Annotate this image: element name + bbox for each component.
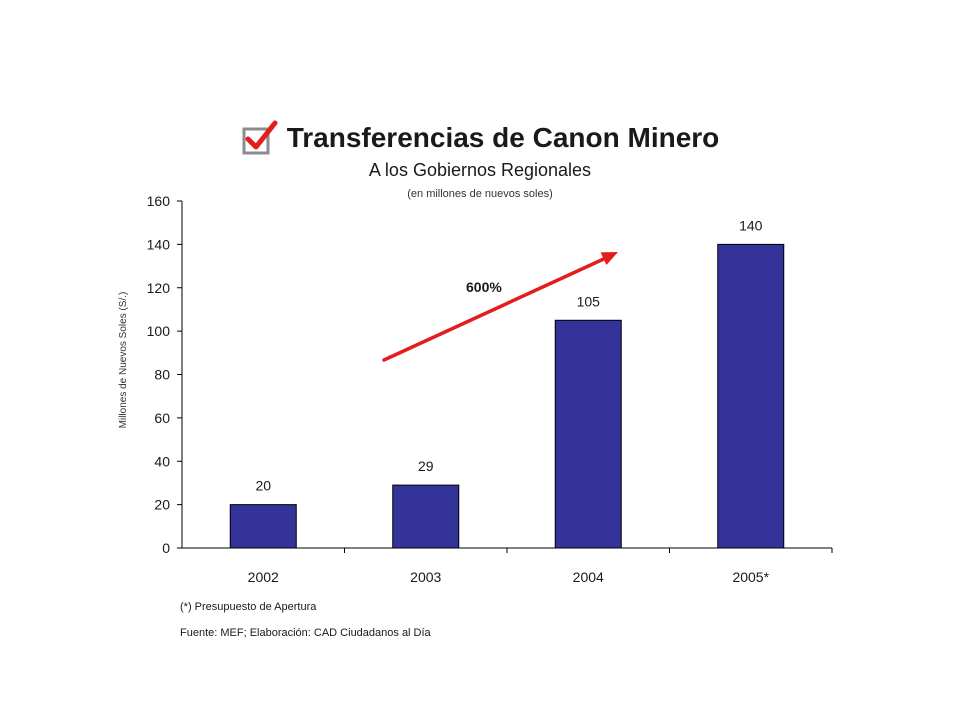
title-row: Transferencias de Canon Minero xyxy=(0,120,960,156)
bar xyxy=(554,319,622,549)
y-tick-label: 160 xyxy=(147,193,171,209)
bar xyxy=(229,504,297,549)
x-tick-label: 2002 xyxy=(248,569,279,585)
data-label: 140 xyxy=(739,217,763,233)
y-tick-label: 0 xyxy=(162,540,170,556)
y-tick-label: 140 xyxy=(147,236,171,252)
growth-arrow-line xyxy=(382,255,610,362)
data-label: 20 xyxy=(255,478,271,494)
bar xyxy=(392,484,460,549)
y-tick-label: 60 xyxy=(154,410,170,426)
source-note: Fuente: MEF; Elaboración: CAD Ciudadanos… xyxy=(180,627,431,639)
y-axis-label: Millones de Nuevos Soles (S/.) xyxy=(118,292,129,429)
x-tick-label: 2003 xyxy=(410,569,441,585)
units-note: (en millones de nuevos soles) xyxy=(407,188,553,200)
footnote: (*) Presupuesto de Apertura xyxy=(180,601,317,613)
y-tick-label: 100 xyxy=(147,323,171,339)
arrow-head-icon xyxy=(600,252,618,266)
data-label: 29 xyxy=(418,458,434,474)
chart-subtitle: A los Gobiernos Regionales xyxy=(368,160,592,180)
bar xyxy=(717,243,785,549)
y-tick-label: 120 xyxy=(147,280,171,296)
x-tick-label: 2005* xyxy=(732,569,769,585)
chart-title: Transferencias de Canon Minero xyxy=(286,122,720,153)
data-label: 105 xyxy=(577,293,601,309)
x-tick-label: 2004 xyxy=(573,569,604,585)
growth-label: 600% xyxy=(466,279,502,295)
y-tick-label: 80 xyxy=(154,367,170,383)
y-tick-label: 20 xyxy=(154,497,170,513)
checkbox-check-icon xyxy=(242,120,278,155)
y-tick-label: 40 xyxy=(154,453,170,469)
